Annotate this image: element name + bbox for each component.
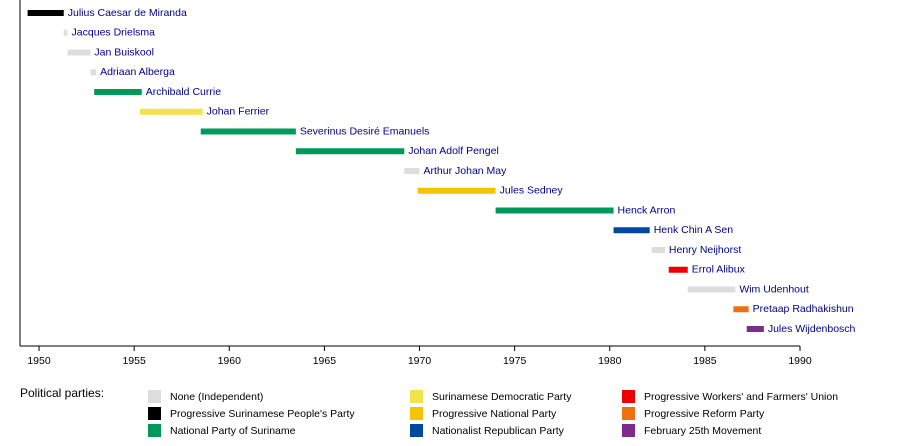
leader-label: Jan Buiskool xyxy=(94,46,154,58)
legend-label: National Party of Suriname xyxy=(170,425,296,437)
x-tick-label: 1980 xyxy=(598,355,622,367)
legend-label: Progressive Surinamese People's Party xyxy=(170,408,355,420)
x-tick-label: 1990 xyxy=(788,355,812,367)
tenure-bar xyxy=(668,266,688,273)
x-tick-label: 1960 xyxy=(218,355,242,367)
tenure-bar xyxy=(200,128,296,135)
leader-label: Arthur Johan May xyxy=(424,165,508,177)
tenure-bar xyxy=(404,168,420,174)
leader-label: Johan Ferrier xyxy=(207,106,270,118)
leader-label: Julius Caesar de Miranda xyxy=(68,7,187,19)
leader-label: Henck Arron xyxy=(618,204,676,216)
x-tick-label: 1970 xyxy=(408,355,432,367)
legend-label: Surinamese Democratic Party xyxy=(432,391,572,403)
x-tick-label: 1950 xyxy=(27,355,51,367)
tenure-bar xyxy=(67,49,91,56)
legend-swatch xyxy=(622,407,635,420)
tenure-bar xyxy=(746,326,764,332)
legend-swatch xyxy=(410,424,423,437)
x-tick-label: 1985 xyxy=(693,355,717,367)
leader-label: Jules Sedney xyxy=(500,185,564,197)
leader-label: Severinus Desiré Emanuels xyxy=(300,125,430,137)
legend-swatch xyxy=(622,424,635,437)
leader-label: Johan Adolf Pengel xyxy=(408,145,499,157)
tenure-bar xyxy=(90,69,97,76)
tenure-bar xyxy=(651,247,665,253)
tenure-bar xyxy=(295,148,405,155)
leader-label: Errol Alibux xyxy=(692,264,746,276)
tenure-bar xyxy=(417,187,496,194)
leader-label: Pretaap Radhakishun xyxy=(753,303,854,315)
leader-label: Adriaan Alberga xyxy=(100,66,175,78)
x-tick-label: 1955 xyxy=(122,355,146,367)
legend-label: Progressive Workers' and Farmers' Union xyxy=(644,391,838,403)
tenure-bar xyxy=(94,89,142,95)
legend-swatch xyxy=(148,390,161,403)
x-tick-label: 1965 xyxy=(313,355,337,367)
legend-label: None (Independent) xyxy=(170,391,263,403)
legend-swatch xyxy=(622,390,635,403)
legend-swatch xyxy=(148,407,161,420)
x-tick-label: 1975 xyxy=(503,355,527,367)
leader-label: Jacques Drielsma xyxy=(72,27,156,39)
legend-label: Progressive Reform Party xyxy=(644,408,765,420)
legend-title: Political parties: xyxy=(20,386,104,400)
legend-swatch xyxy=(410,390,423,403)
leader-label: Henry Neijhorst xyxy=(669,244,741,256)
legend-swatch xyxy=(410,407,423,420)
leader-label: Wim Udenhout xyxy=(739,283,809,295)
legend-label: Progressive National Party xyxy=(432,408,557,420)
leader-label: Henk Chin A Sen xyxy=(654,224,734,236)
tenure-bar xyxy=(733,306,749,313)
leader-label: Jules Wijdenbosch xyxy=(768,323,856,335)
leader-label: Archibald Currie xyxy=(146,86,221,98)
tenure-bar xyxy=(495,207,614,214)
tenure-bar xyxy=(139,108,203,115)
legend-label: Nationalist Republican Party xyxy=(432,425,565,437)
legend-label: February 25th Movement xyxy=(644,425,761,437)
tenure-bar xyxy=(27,10,64,16)
tenure-bar xyxy=(63,29,68,36)
legend-swatch xyxy=(148,424,161,437)
tenure-bar xyxy=(613,227,650,234)
tenure-bar xyxy=(687,286,736,293)
